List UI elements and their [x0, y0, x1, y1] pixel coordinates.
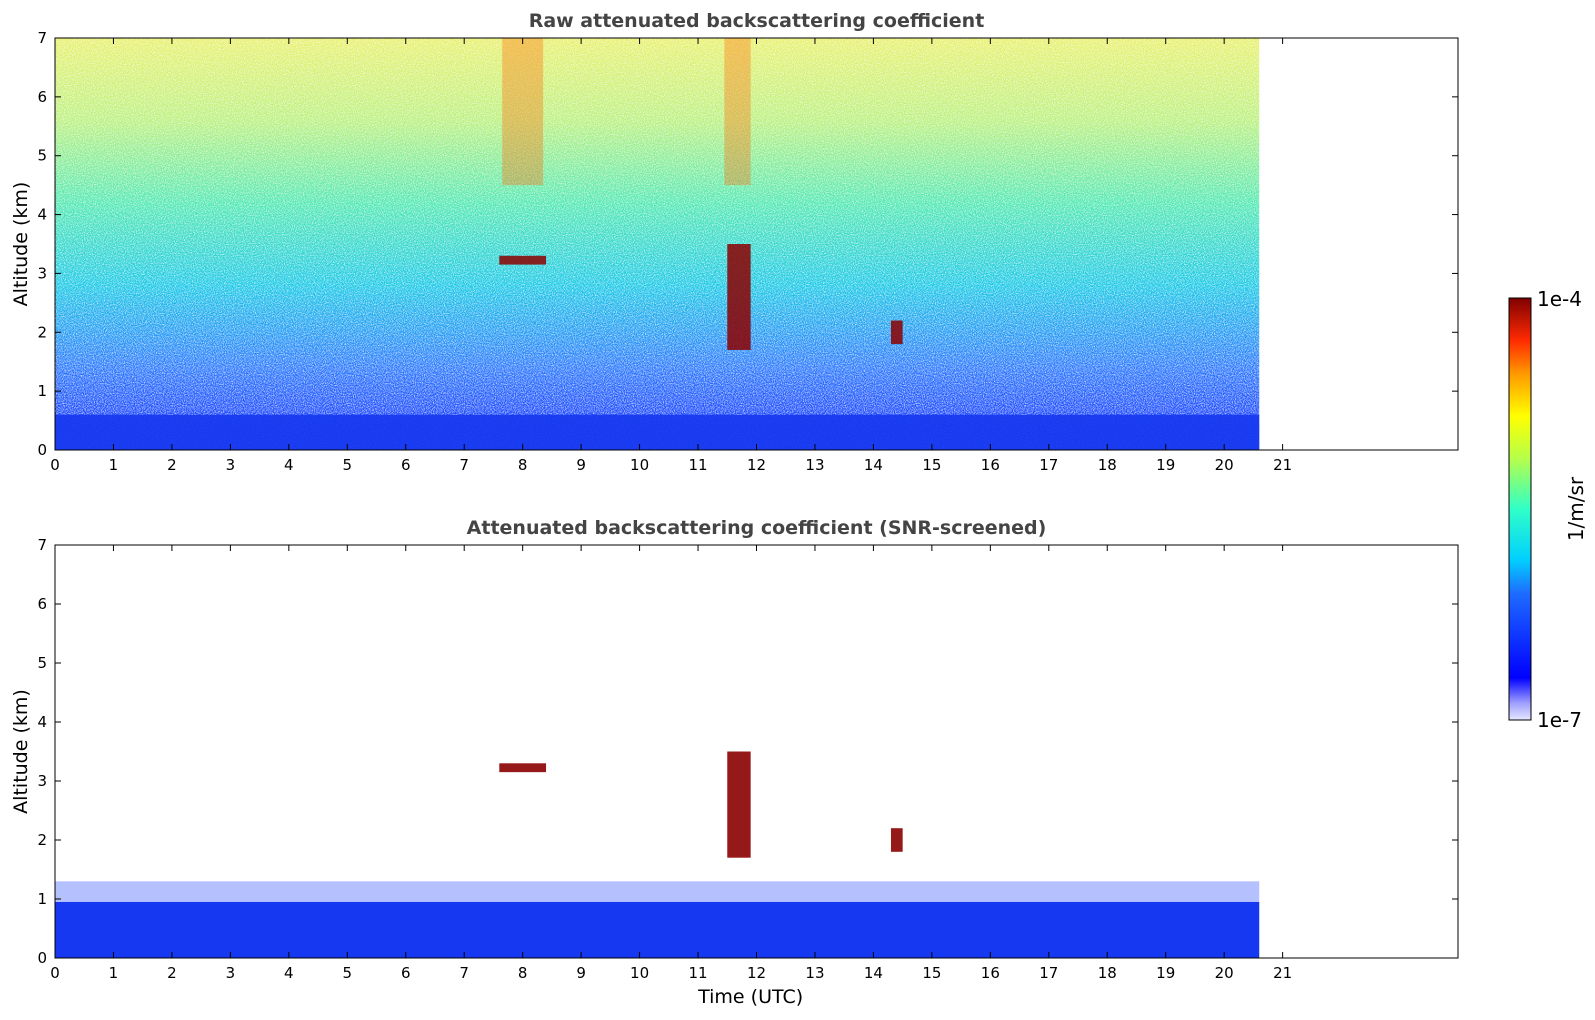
- noise-band: [724, 38, 751, 186]
- x-tick-label: 17: [1039, 964, 1058, 982]
- y-tick-label: 5: [37, 147, 47, 165]
- x-tick-label: 4: [284, 964, 294, 982]
- x-axis: 0 1 2 3 4 5 6 7 8 9 10 11 12 13 14 15 16 17 18 19 20 21: [50, 38, 1292, 474]
- x-tick-label: 15: [922, 964, 941, 982]
- panel-raw: Raw attenuated backscattering coefficien…: [10, 10, 1459, 474]
- x-tick-label: 12: [747, 964, 766, 982]
- x-tick-label: 0: [50, 456, 60, 474]
- y-axis-label: Altitude (km): [10, 689, 32, 814]
- x-tick-label: 2: [167, 456, 177, 474]
- y-axis: 0 1 2 3 4 5 6 7: [37, 536, 1458, 967]
- x-tick-label: 5: [343, 964, 353, 982]
- y-tick-label: 5: [37, 654, 47, 672]
- boundary-layer-top: [55, 881, 1260, 902]
- y-tick-label: 7: [37, 536, 47, 554]
- x-tick-label: 5: [343, 456, 353, 474]
- x-axis-label: Time (UTC): [697, 986, 803, 1008]
- x-tick-label: 8: [518, 456, 528, 474]
- panel-title: Attenuated backscattering coefficient (S…: [467, 517, 1047, 539]
- x-tick-label: 13: [805, 964, 824, 982]
- x-tick-label: 12: [747, 456, 766, 474]
- x-tick-label: 11: [688, 964, 707, 982]
- x-tick-label: 9: [576, 456, 586, 474]
- x-tick-label: 0: [50, 964, 60, 982]
- y-tick-label: 0: [37, 949, 47, 967]
- colorbar: 1e-4 1e-7 1/m/sr: [1508, 287, 1588, 732]
- x-tick-label: 19: [1156, 456, 1175, 474]
- colorbar-scale: [1508, 297, 1532, 721]
- y-tick-label: 6: [37, 595, 47, 613]
- y-tick-label: 1: [37, 382, 47, 400]
- x-tick-label: 15: [922, 456, 941, 474]
- x-tick-label: 2: [167, 964, 177, 982]
- cloud-feature: [727, 244, 751, 350]
- x-tick-label: 3: [226, 456, 236, 474]
- y-tick-label: 0: [37, 441, 47, 459]
- cloud-feature: [890, 828, 903, 852]
- x-tick-label: 7: [459, 456, 469, 474]
- noise-speckle: [55, 38, 1260, 450]
- x-tick-label: 19: [1156, 964, 1175, 982]
- x-tick-label: 6: [401, 456, 411, 474]
- x-tick-label: 9: [576, 964, 586, 982]
- x-tick-label: 17: [1039, 456, 1058, 474]
- x-tick-label: 18: [1098, 456, 1117, 474]
- cloud-feature: [890, 320, 903, 345]
- y-tick-label: 3: [37, 264, 47, 282]
- y-tick-label: 1: [37, 890, 47, 908]
- y-tick-label: 4: [37, 713, 47, 731]
- x-tick-label: 20: [1215, 456, 1234, 474]
- cloud-feature: [727, 751, 751, 858]
- cloud-feature: [499, 763, 547, 773]
- cloud-feature: [499, 255, 547, 265]
- x-tick-label: 1: [109, 964, 119, 982]
- boundary-layer: [55, 414, 1260, 450]
- colorbar-min-label: 1e-7: [1537, 708, 1582, 732]
- x-tick-label: 16: [981, 964, 1000, 982]
- x-tick-label: 10: [630, 964, 649, 982]
- colorbar-unit-label: 1/m/sr: [1564, 476, 1588, 541]
- x-tick-label: 7: [459, 964, 469, 982]
- noise-band: [502, 38, 544, 186]
- x-tick-label: 8: [518, 964, 528, 982]
- panel-title: Raw attenuated backscattering coefficien…: [529, 10, 985, 32]
- x-tick-label: 21: [1273, 456, 1292, 474]
- boundary-layer: [55, 901, 1260, 958]
- x-tick-label: 3: [226, 964, 236, 982]
- y-tick-label: 4: [37, 206, 47, 224]
- x-axis: 0 1 2 3 4 5 6 7 8 9 10 11 12 13 14 15 16 17 18 19 20 21: [50, 545, 1292, 982]
- x-tick-label: 21: [1273, 964, 1292, 982]
- y-axis: 0 1 2 3 4 5 6 7: [37, 29, 1458, 459]
- y-tick-label: 2: [37, 831, 47, 849]
- x-tick-label: 16: [981, 456, 1000, 474]
- x-tick-label: 10: [630, 456, 649, 474]
- x-tick-label: 18: [1098, 964, 1117, 982]
- x-tick-label: 14: [864, 456, 883, 474]
- heatmap-image: [55, 38, 1260, 450]
- x-tick-label: 6: [401, 964, 411, 982]
- x-tick-label: 11: [688, 456, 707, 474]
- panel-screened: Attenuated backscattering coefficient (S…: [10, 517, 1459, 1008]
- y-axis-label: Altitude (km): [10, 182, 32, 307]
- y-tick-label: 2: [37, 323, 47, 341]
- x-tick-label: 13: [805, 456, 824, 474]
- y-tick-label: 7: [37, 29, 47, 47]
- y-tick-label: 6: [37, 88, 47, 106]
- y-tick-label: 3: [37, 772, 47, 790]
- colorbar-max-label: 1e-4: [1537, 287, 1582, 311]
- x-tick-label: 20: [1215, 964, 1234, 982]
- heatmap-image: [55, 751, 1260, 958]
- x-tick-label: 14: [864, 964, 883, 982]
- x-tick-label: 4: [284, 456, 294, 474]
- x-tick-label: 1: [109, 456, 119, 474]
